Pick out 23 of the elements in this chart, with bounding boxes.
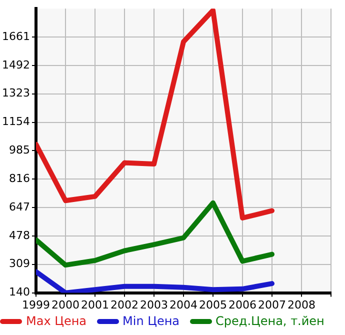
legend-label: Max Цена <box>26 314 87 328</box>
x-tick-label: 1999 <box>22 298 50 312</box>
x-tick-label: 2002 <box>110 298 138 312</box>
y-tick-label: 647 <box>8 200 30 214</box>
x-tick-label: 2004 <box>169 298 198 312</box>
y-tick-label: 478 <box>8 228 30 242</box>
y-tick-label: 309 <box>8 257 30 270</box>
y-tick-label: 1661 <box>2 30 30 43</box>
y-tick-label: 140 <box>8 286 30 299</box>
x-tick-label: 2000 <box>51 298 80 312</box>
y-tick-label: 985 <box>8 144 30 157</box>
y-tick-label: 1154 <box>2 115 30 128</box>
y-tick-label: 1492 <box>2 58 30 72</box>
legend-label: Min Цена <box>122 314 180 328</box>
x-tick-label: 2003 <box>140 298 168 312</box>
x-tick-label: 2006 <box>228 298 256 312</box>
y-tick-label: 816 <box>8 172 30 185</box>
x-tick-label: 2007 <box>258 298 286 312</box>
legend-label: Сред.Цена, т.йен <box>216 314 324 328</box>
x-tick-label: 2005 <box>199 298 227 312</box>
y-tick-label: 1323 <box>2 86 30 100</box>
x-tick-label: 2001 <box>80 298 109 312</box>
x-tick-label: 2008 <box>288 298 316 312</box>
